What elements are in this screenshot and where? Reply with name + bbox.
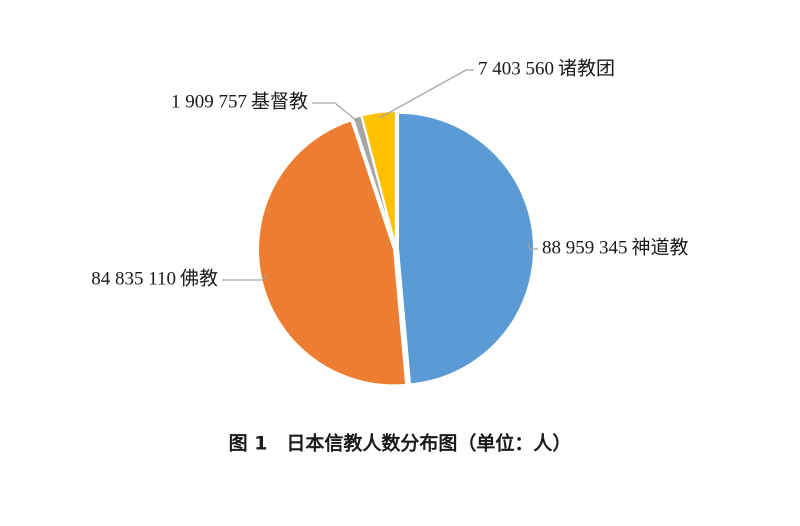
category-label: 神道教 xyxy=(632,236,689,258)
value-label: 88 959 345 xyxy=(542,237,628,258)
value-label: 84 835 110 xyxy=(91,268,176,289)
value-label: 1 909 757 xyxy=(171,91,247,112)
chart-title: 图 1 日本信教人数分布图（单位：人） xyxy=(229,432,572,455)
category-label: 基督教 xyxy=(251,90,308,112)
category-label: 诸教团 xyxy=(558,57,615,79)
pie-slice xyxy=(360,110,397,248)
pie-slice xyxy=(257,119,408,387)
value-label: 7 403 560 xyxy=(478,58,554,79)
leader-line xyxy=(222,275,268,281)
pie-slice xyxy=(396,111,535,386)
category-label: 佛教 xyxy=(180,267,218,289)
leader-line xyxy=(378,69,474,119)
leader-line xyxy=(527,242,538,250)
leader-line xyxy=(312,102,360,123)
